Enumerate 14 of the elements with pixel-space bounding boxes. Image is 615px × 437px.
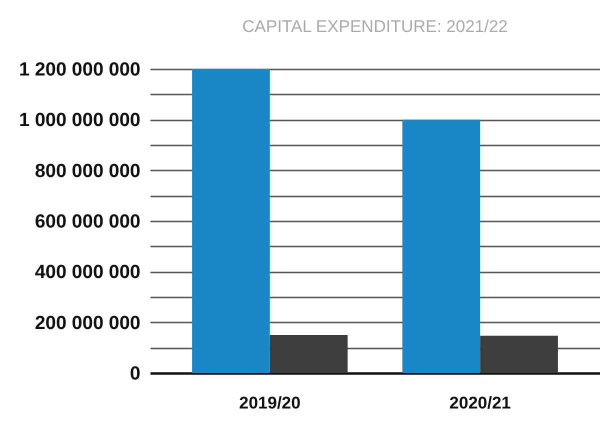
bar: [270, 335, 348, 373]
x-tick-label: 2020/21: [449, 394, 511, 412]
bar: [192, 69, 270, 373]
y-tick-label: 1 000 000 000: [18, 110, 140, 132]
y-tick-label: 400 000 000: [34, 262, 140, 284]
y-tick-label: 0: [130, 364, 140, 384]
chart-title: CAPITAL EXPENDITURE: 2021/22: [242, 17, 508, 36]
bar: [402, 120, 480, 373]
bar: [480, 336, 558, 373]
y-tick-label: 800 000 000: [34, 160, 140, 182]
y-tick-label: 600 000 000: [34, 212, 140, 232]
y-tick-label: 200 000 000: [34, 312, 140, 334]
y-tick-label: 1 200 000 000: [18, 60, 140, 80]
x-tick-label: 2019/20: [239, 394, 301, 412]
